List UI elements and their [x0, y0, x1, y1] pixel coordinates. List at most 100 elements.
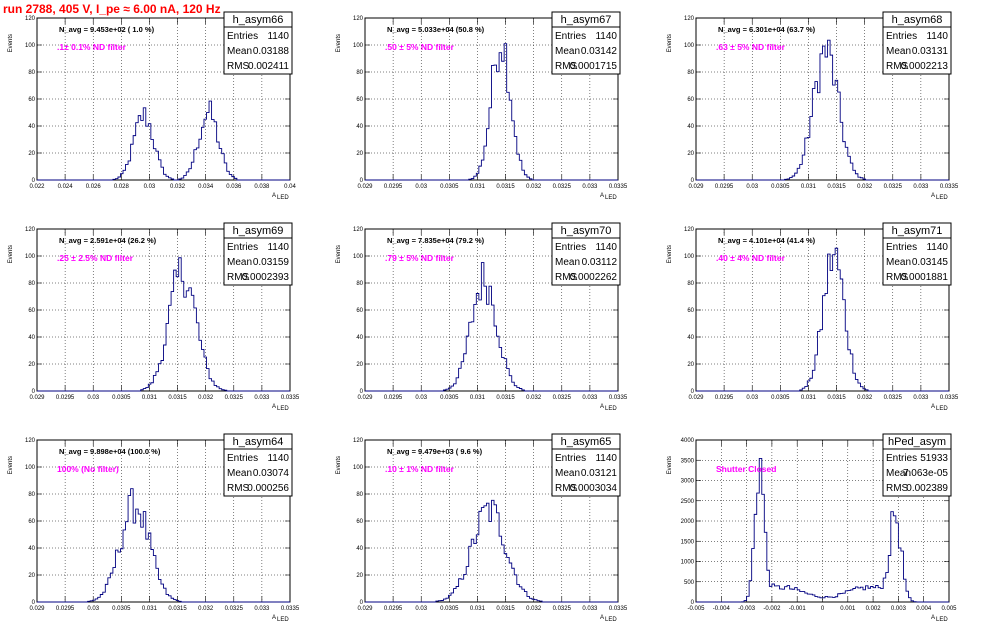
y-axis-label: Events [8, 456, 14, 474]
y-tick-label: 0 [691, 389, 695, 395]
y-tick-label: 60 [28, 519, 35, 525]
y-tick-label: 120 [353, 438, 364, 444]
y-tick-label: 120 [684, 16, 695, 22]
y-tick-label: 20 [356, 362, 363, 368]
x-tick-label: 0.029 [688, 395, 704, 401]
stats-value: 1140 [595, 31, 617, 42]
y-tick-label: 60 [28, 308, 35, 314]
x-tick-label: 0.0325 [225, 395, 244, 401]
y-tick-label: 40 [28, 335, 35, 341]
x-tick-label: 0.038 [254, 184, 270, 190]
stats-value: 0.002389 [906, 483, 948, 494]
x-tick-label: 0.0335 [609, 395, 628, 401]
stats-label: Mean [886, 46, 911, 57]
x-tick-label: 0.032 [198, 606, 214, 612]
x-tick-label: 0.001 [840, 606, 856, 612]
y-axis-label: Events [667, 245, 673, 263]
x-tick-label: 0.0325 [884, 184, 903, 190]
n-avg-annotation: N_avg = 5.033e+04 (50.8 %) [387, 25, 485, 34]
x-tick-label: 0.024 [58, 184, 74, 190]
x-tick-label: 0.0315 [496, 606, 515, 612]
stats-label: Mean [555, 46, 580, 57]
panels: 0.022 0.024 0.026 0.028 0.03 0.032 0.034 0.036 0… [8, 11, 959, 622]
y-tick-label: 20 [687, 151, 694, 157]
stats-value: 0.03112 [582, 257, 618, 268]
x-tick-label: 0.0295 [384, 606, 403, 612]
x-tick-label: 0.033 [913, 184, 929, 190]
x-tick-label: 0.031 [142, 395, 158, 401]
stats-value: 0.0002393 [242, 272, 290, 283]
x-tick-label: 0.033 [254, 395, 270, 401]
stats-value: 0.0001715 [570, 61, 618, 72]
x-axis-label: A [600, 193, 604, 199]
stats-label: Mean [886, 257, 911, 268]
x-tick-label: 0.0315 [827, 184, 846, 190]
stats-label: RMS [886, 61, 909, 72]
y-tick-label: 100 [25, 465, 36, 471]
histogram-panel-hPed_asym: -0.005 -0.004 -0.003 -0.002 -0.001 0 0.001 0.00… [667, 433, 957, 622]
y-tick-label: 80 [356, 70, 363, 76]
y-axis-label: Events [8, 34, 14, 52]
x-tick-label: 0.031 [470, 395, 486, 401]
y-axis-label: Events [8, 245, 14, 263]
x-tick-label: 0.0335 [281, 606, 300, 612]
y-tick-label: 60 [356, 308, 363, 314]
stats-box [223, 11, 293, 75]
stats-value: 1140 [926, 31, 948, 42]
x-tick-label: 0.0295 [384, 184, 403, 190]
y-tick-label: 40 [687, 335, 694, 341]
x-tick-label: 0.0305 [112, 606, 131, 612]
stats-value: 0.0001881 [901, 272, 949, 283]
x-tick-label: 0.03 [746, 395, 758, 401]
y-tick-label: 1500 [681, 539, 695, 545]
x-axis-label: A [600, 404, 604, 410]
y-tick-label: 20 [356, 573, 363, 579]
stats-label: RMS [555, 483, 578, 494]
histogram-panel-h_asym66: 0.022 0.024 0.026 0.028 0.03 0.032 0.034 0.036 0… [8, 11, 296, 201]
histogram-panel-h_asym70: 0.029 0.0295 0.03 0.0305 0.031 0.0315 0.032 0.0… [336, 222, 628, 412]
stats-value: 1140 [267, 31, 289, 42]
x-tick-label: 0.002 [866, 606, 882, 612]
y-tick-label: 3000 [681, 479, 695, 485]
y-tick-label: 100 [684, 254, 695, 260]
y-axis-label: Events [667, 456, 673, 474]
filter-note: Shutter Closed [716, 464, 776, 474]
y-tick-label: 1000 [681, 560, 695, 566]
y-tick-label: 20 [687, 362, 694, 368]
x-tick-label: 0.0325 [225, 606, 244, 612]
y-tick-label: 120 [25, 438, 36, 444]
x-axis-label-subscript: LED [936, 195, 948, 201]
stats-label: RMS [886, 272, 909, 283]
stats-label: RMS [227, 272, 250, 283]
x-tick-label: 0.03 [415, 606, 427, 612]
stats-value: 0.000256 [247, 483, 289, 494]
stats-label: Entries [555, 31, 586, 42]
x-tick-label: 0.0295 [56, 395, 75, 401]
n-avg-annotation: N_avg = 9.479e+03 ( 9.6 %) [387, 447, 483, 456]
y-tick-label: 80 [356, 281, 363, 287]
y-tick-label: 0 [360, 600, 364, 606]
x-tick-label: 0.0305 [771, 395, 790, 401]
stats-label: Entries [886, 453, 917, 464]
y-tick-label: 120 [684, 227, 695, 233]
x-tick-label: 0.036 [226, 184, 242, 190]
x-tick-label: 0.031 [801, 395, 817, 401]
x-tick-label: 0.0315 [827, 395, 846, 401]
y-tick-label: 100 [25, 254, 36, 260]
filter-note: .79 ± 5% ND filter [385, 253, 455, 263]
x-tick-label: 0.0295 [715, 184, 734, 190]
y-tick-label: 40 [356, 546, 363, 552]
y-tick-label: 80 [28, 70, 35, 76]
x-axis-label-subscript: LED [277, 406, 289, 412]
x-tick-label: 0.033 [254, 606, 270, 612]
y-axis-label: Events [336, 245, 342, 263]
x-tick-label: 0.0295 [384, 395, 403, 401]
stats-label: RMS [555, 61, 578, 72]
histogram-panel-h_asym65: 0.029 0.0295 0.03 0.0305 0.031 0.0315 0.032 0.0… [336, 433, 628, 622]
y-tick-label: 40 [356, 124, 363, 130]
x-tick-label: 0.0325 [553, 184, 572, 190]
histogram-line-h_asym65 [365, 499, 618, 603]
x-tick-label: 0.0335 [281, 395, 300, 401]
x-tick-label: 0.03 [87, 395, 99, 401]
x-axis-label-subscript: LED [936, 406, 948, 412]
